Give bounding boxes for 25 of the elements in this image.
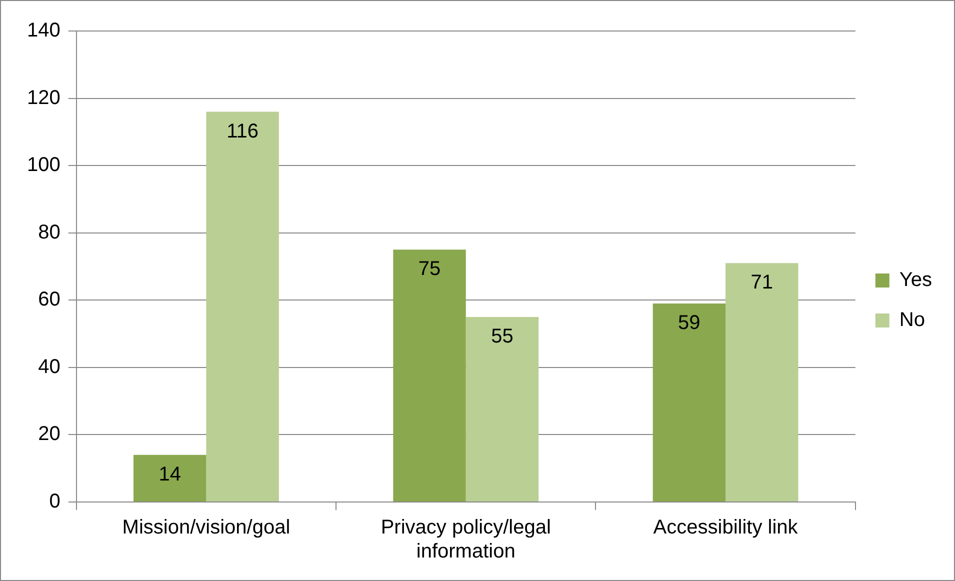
legend-label: Yes <box>899 269 932 292</box>
y-tick-label: 80 <box>38 221 60 244</box>
data-label: 55 <box>491 325 514 348</box>
data-label: 14 <box>158 463 181 486</box>
x-tick-label: Accessibility link <box>653 516 799 539</box>
y-tick-label: 120 <box>26 86 60 109</box>
bar <box>206 112 279 502</box>
y-tick-label: 40 <box>38 356 60 378</box>
bar <box>133 454 206 502</box>
y-tick-label: 60 <box>38 288 60 311</box>
bar <box>726 263 798 502</box>
bar <box>393 250 466 502</box>
bar <box>652 304 726 502</box>
y-tick-label: 0 <box>49 490 60 513</box>
x-tick-label: Privacy policy/legal information <box>380 516 551 563</box>
y-tick-label: 20 <box>38 423 60 446</box>
legend-label: No <box>899 309 925 332</box>
data-label: 116 <box>226 120 258 142</box>
y-tick-label: 100 <box>26 154 60 176</box>
x-tick-label: Mission/vision/goal <box>122 516 290 539</box>
data-label: 71 <box>750 272 774 294</box>
data-label: 75 <box>418 258 441 280</box>
bar <box>466 316 539 502</box>
data-label: 59 <box>678 312 700 334</box>
y-tick-label: 140 <box>26 20 60 42</box>
